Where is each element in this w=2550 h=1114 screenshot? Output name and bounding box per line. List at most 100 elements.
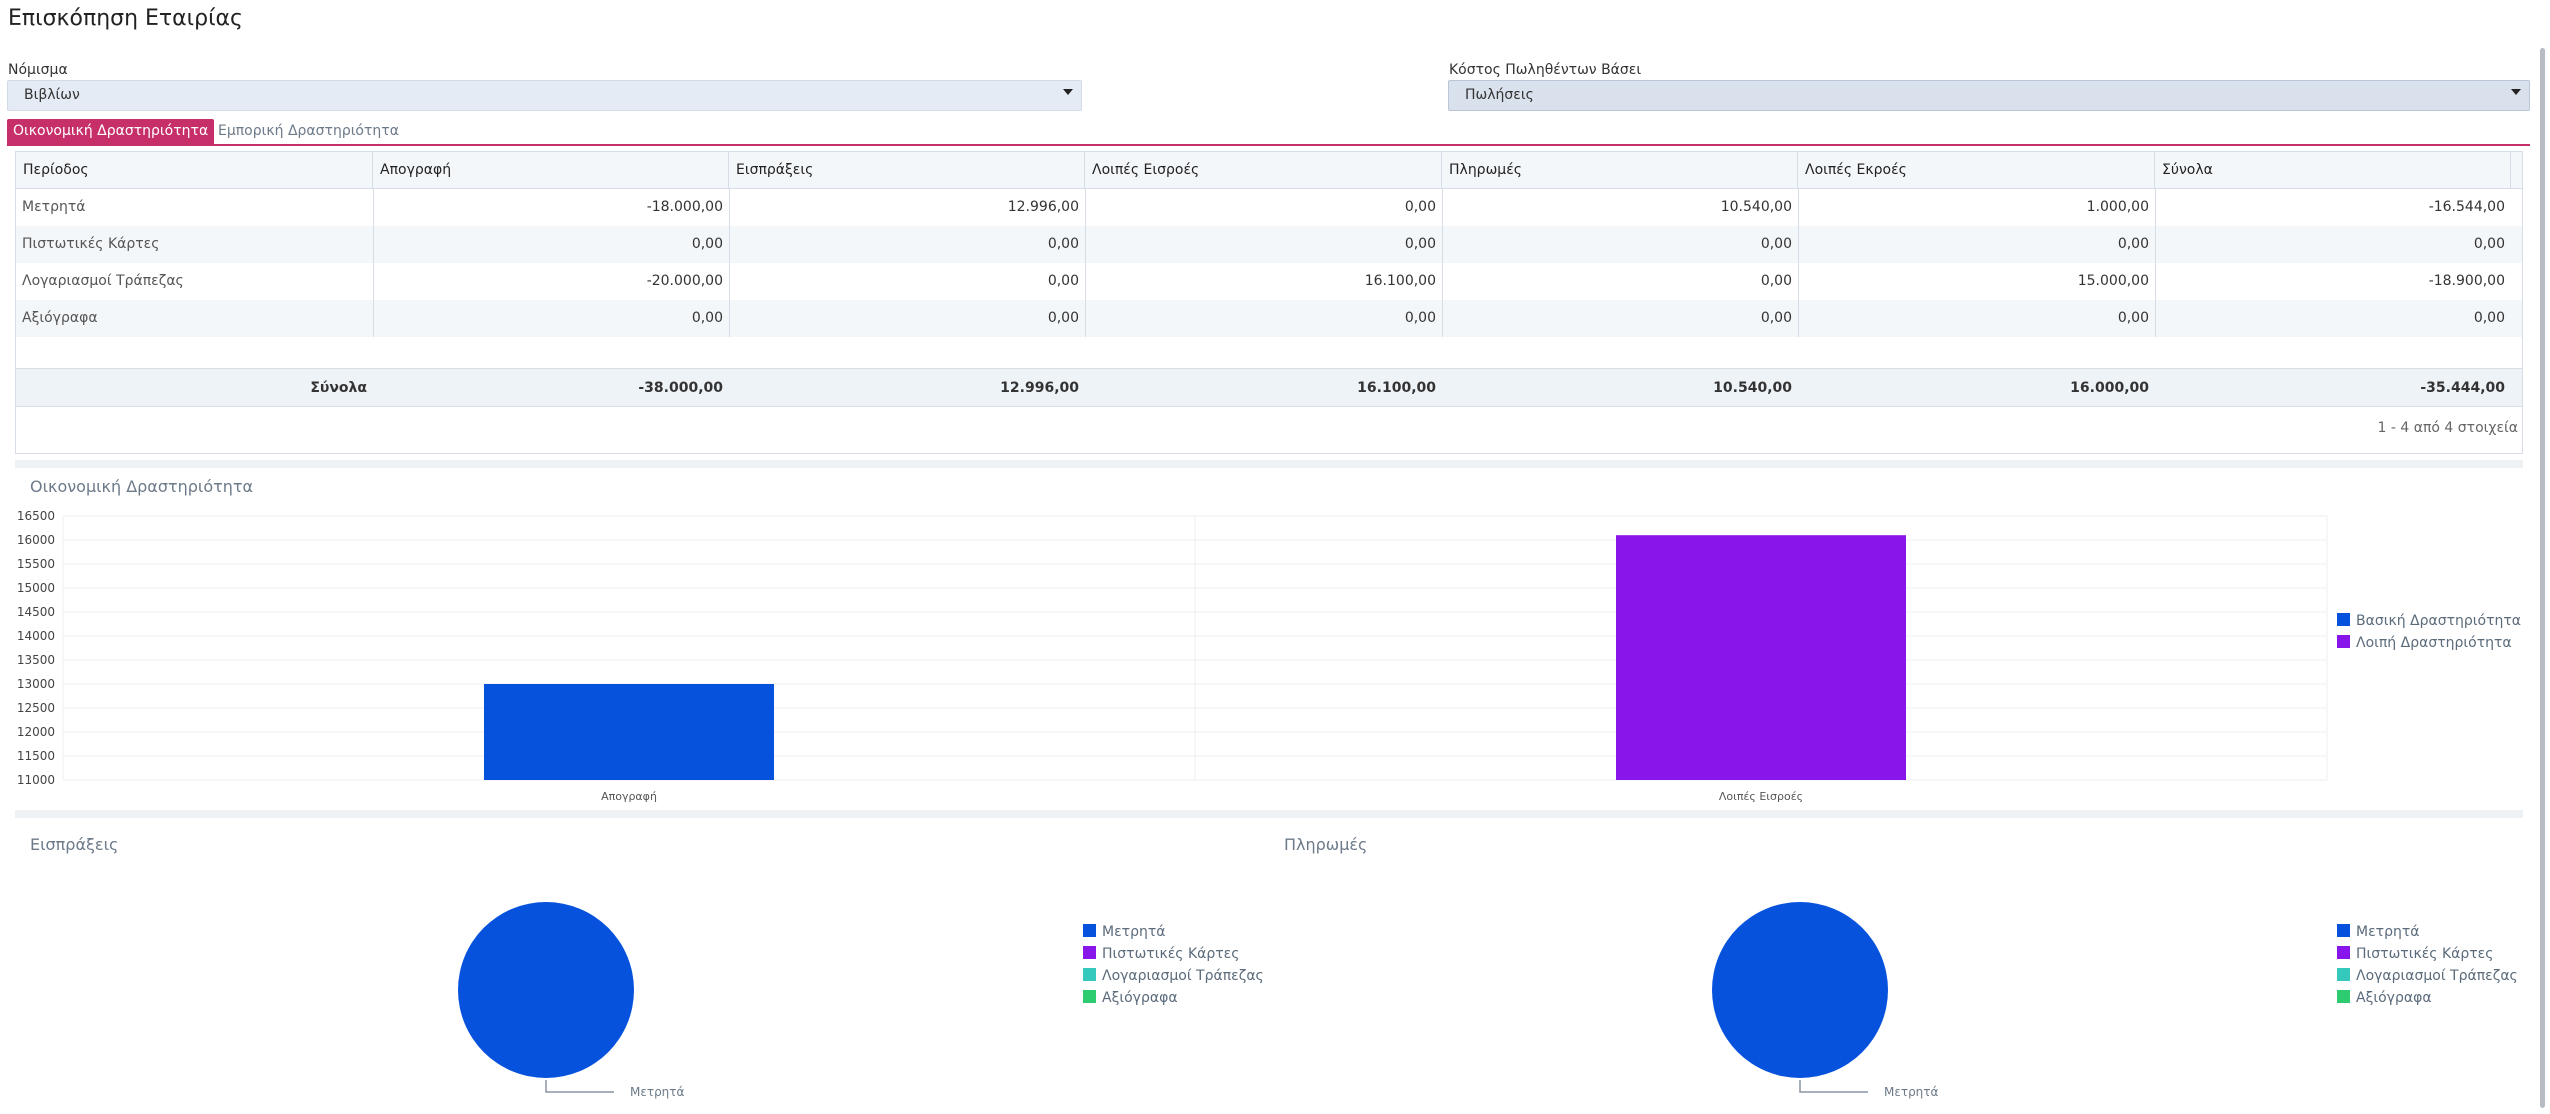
row-label: Λογαριασμοί Τράπεζας [22,273,184,289]
table-cell: 0,00 [1404,199,1436,215]
tab-commercial-activity[interactable]: Εμπορική Δραστηριότητα [218,123,399,139]
column-header-receipts[interactable]: Εισπράξεις [729,152,1085,189]
receipts-pie-chart: Μετρητά [458,902,685,1099]
slice-leader-line [1799,1080,1868,1093]
legend-item[interactable]: Λογαριασμοί Τράπεζας [2337,968,2518,984]
legend-swatch [1083,946,1096,959]
table-row[interactable]: Πιστωτικές Κάρτες 0,00 0,00 0,00 0,00 0,00 0,0… [16,226,2522,263]
table-cell: 1.000,00 [2086,199,2149,215]
table-cell: -18.000,00 [646,199,723,215]
panel-divider [15,460,2523,468]
legend-swatch [1083,990,1096,1003]
table-cell: -16.544,00 [2428,199,2505,215]
y-tick-label: 15500 [17,557,55,571]
table-cell: 16.100,00 [1364,273,1436,289]
column-header-other-outflows[interactable]: Λοιπές Εκροές [1798,152,2155,189]
legend-swatch [2337,968,2350,981]
pager-info: 1 - 4 από 4 στοιχεία [2377,420,2518,436]
table-cell: 0,00 [691,236,723,252]
currency-select[interactable]: Βιβλίων [7,80,1082,111]
y-tick-label: 15000 [17,581,55,595]
legend-label: Μετρητά [2356,924,2420,940]
legend-label: Μετρητά [1102,924,1166,940]
legend-item[interactable]: Αξιόγραφα [1083,990,1178,1006]
legend-swatch [2337,635,2350,648]
legend-label: Πιστωτικές Κάρτες [2356,946,2494,962]
column-divider [2155,189,2156,337]
legend-label: Αξιόγραφα [1102,990,1178,1006]
legend-item[interactable]: Λοιπή Δραστηριότητα [2337,635,2512,651]
totals-cell: -35.444,00 [2420,380,2505,396]
row-label: Μετρητά [22,199,86,215]
chevron-down-icon [2511,89,2521,95]
table-cell: 0,00 [1760,273,1792,289]
totals-label: Σύνολα [310,380,367,396]
bar-0-series-0[interactable] [484,684,774,780]
totals-cell: 16.100,00 [1357,380,1436,396]
column-divider [1442,189,1443,337]
bar-1-series-1[interactable] [1616,535,1906,780]
column-divider [373,189,374,337]
tab-financial-activity[interactable]: Οικονομική Δραστηριότητα [7,119,215,145]
table-row[interactable]: Λογαριασμοί Τράπεζας -20.000,00 0,00 16.100… [16,263,2522,300]
column-header-totals[interactable]: Σύνολα [2155,152,2511,189]
table-row[interactable]: Μετρητά -18.000,00 12.996,00 0,00 10.540,00 1… [16,189,2522,226]
y-tick-label: 14000 [17,629,55,643]
totals-row: Σύνολα -38.000,00 12.996,00 16.100,00 10… [16,368,2522,407]
column-divider [1085,189,1086,337]
table-cell: 0,00 [691,310,723,326]
legend-item[interactable]: Μετρητά [2337,924,2420,940]
legend-swatch [1083,924,1096,937]
legend-label: Λογαριασμοί Τράπεζας [2356,968,2518,984]
legend-label: Λογαριασμοί Τράπεζας [1102,968,1264,984]
table-cell: 0,00 [1047,273,1079,289]
legend-swatch [2337,924,2350,937]
legend-item[interactable]: Λογαριασμοί Τράπεζας [1083,968,1264,984]
chevron-down-icon [1063,89,1073,95]
column-header-other-inflows[interactable]: Λοιπές Εισροές [1085,152,1442,189]
table-cell: 0,00 [1404,310,1436,326]
legend-label: Πιστωτικές Κάρτες [1102,946,1240,962]
table-cell: -18.900,00 [2428,273,2505,289]
column-header-period[interactable]: Περίοδος [16,152,373,189]
legend-swatch [2337,946,2350,959]
legend-item[interactable]: Πιστωτικές Κάρτες [2337,946,2493,962]
pie-slice-0[interactable] [458,902,634,1078]
payments-pie-panel: Πληρωμές Μετρητά Μετρητά Πιστωτικές Κάρτε… [1269,818,2523,1114]
grid-header: Περίοδος Απογραφή Εισπράξεις Λοιπές Εισρ… [16,152,2522,189]
currency-value: Βιβλίων [24,87,80,103]
page-title: Επισκόπηση Εταιρίας [8,6,243,31]
cogs-basis-value: Πωλήσεις [1465,87,1534,103]
receipts-pie-title: Εισπράξεις [30,835,119,854]
table-cell: 0,00 [2473,310,2505,326]
table-cell: -20.000,00 [646,273,723,289]
table-cell: 15.000,00 [2077,273,2149,289]
column-header-inventory[interactable]: Απογραφή [373,152,729,189]
slice-label: Μετρητά [1884,1085,1939,1099]
y-tick-label: 11500 [17,749,55,763]
table-row[interactable]: Αξιόγραφα 0,00 0,00 0,00 0,00 0,00 0,00 [16,300,2522,337]
legend-swatch [2337,613,2350,626]
legend-swatch [2337,990,2350,1003]
y-tick-label: 14500 [17,605,55,619]
totals-cell: 16.000,00 [2070,380,2149,396]
legend-item[interactable]: Βασική Δραστηριότητα [2337,613,2521,629]
table-cell: 0,00 [1047,236,1079,252]
pie-slice-0[interactable] [1712,902,1888,1078]
legend-item[interactable]: Αξιόγραφα [2337,990,2432,1006]
legend-label: Αξιόγραφα [2356,990,2432,1006]
table-cell: 12.996,00 [1007,199,1079,215]
bar-chart-panel: Οικονομική Δραστηριότητα 16500 16000 15500… [15,468,2523,810]
legend-item[interactable]: Μετρητά [1083,924,1166,940]
legend-item[interactable]: Πιστωτικές Κάρτες [1083,946,1239,962]
y-tick-label: 12500 [17,701,55,715]
table-cell: 0,00 [2473,236,2505,252]
table-cell: 0,00 [1404,236,1436,252]
x-tick-label: Απογραφή [601,790,657,803]
vertical-scrollbar[interactable] [2540,48,2545,1108]
cogs-basis-select[interactable]: Πωλήσεις [1448,80,2530,111]
table-cell: 0,00 [1047,310,1079,326]
slice-label: Μετρητά [630,1085,685,1099]
column-header-payments[interactable]: Πληρωμές [1442,152,1798,189]
table-cell: 0,00 [1760,310,1792,326]
